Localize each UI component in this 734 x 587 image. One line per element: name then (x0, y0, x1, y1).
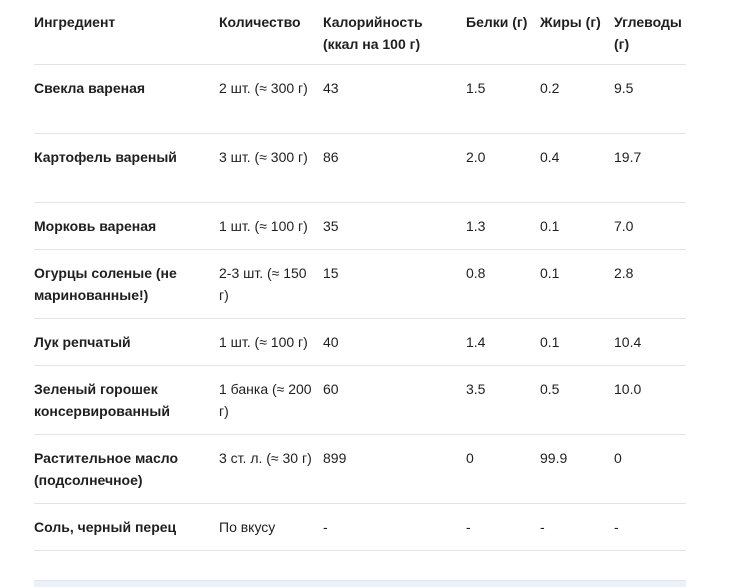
bottom-panel-edge (34, 580, 686, 587)
cell-protein: 0.8 (466, 249, 540, 319)
cell-quantity: 1 банка (≈ 200 г) (219, 365, 323, 435)
table-row: Лук репчатый 1 шт. (≈ 100 г) 40 1.4 0.1 … (34, 318, 686, 366)
cell-ingredient: Лук репчатый (34, 318, 219, 366)
header-calories: Калорийность (ккал на 100 г) (323, 10, 466, 65)
cell-protein: 1.5 (466, 64, 540, 134)
cell-fat: 0.1 (540, 202, 614, 250)
cell-protein: 1.4 (466, 318, 540, 366)
cell-carbs: 9.5 (614, 64, 686, 134)
cell-quantity: 2-3 шт. (≈ 150 г) (219, 249, 323, 319)
table-row: Морковь вареная 1 шт. (≈ 100 г) 35 1.3 0… (34, 202, 686, 250)
cell-fat: 0.1 (540, 318, 614, 366)
cell-carbs: 7.0 (614, 202, 686, 250)
cell-fat: 0.1 (540, 249, 614, 319)
table-row: Картофель вареный 3 шт. (≈ 300 г) 86 2.0… (34, 133, 686, 203)
cell-ingredient: Растительное масло (подсолнечное) (34, 434, 219, 504)
table-row: Зеленый горошек консервированный 1 банка… (34, 365, 686, 435)
cell-quantity: 1 шт. (≈ 100 г) (219, 202, 323, 250)
cell-quantity: По вкусу (219, 503, 323, 551)
cell-carbs: 10.0 (614, 365, 686, 435)
header-carbs: Углеводы (г) (614, 10, 686, 65)
cell-protein: - (466, 503, 540, 551)
nutrition-table-container: Ингредиент Количество Калорийность (ккал… (34, 10, 686, 551)
cell-protein: 2.0 (466, 133, 540, 203)
cell-calories: 35 (323, 202, 466, 250)
cell-carbs: 2.8 (614, 249, 686, 319)
cell-ingredient: Огурцы соленые (не маринованные!) (34, 249, 219, 319)
nutrition-table: Ингредиент Количество Калорийность (ккал… (34, 10, 686, 551)
cell-protein: 3.5 (466, 365, 540, 435)
cell-ingredient: Зеленый горошек консервированный (34, 365, 219, 435)
table-row: Свекла вареная 2 шт. (≈ 300 г) 43 1.5 0.… (34, 64, 686, 134)
table-row: Соль, черный перец По вкусу - - - - (34, 503, 686, 551)
header-quantity: Количество (219, 10, 323, 65)
table-row: Растительное масло (подсолнечное) 3 ст. … (34, 434, 686, 504)
cell-calories: 40 (323, 318, 466, 366)
header-protein: Белки (г) (466, 10, 540, 65)
table-row: Огурцы соленые (не маринованные!) 2-3 шт… (34, 249, 686, 319)
table-header-row: Ингредиент Количество Калорийность (ккал… (34, 10, 686, 65)
cell-calories: 43 (323, 64, 466, 134)
cell-quantity: 3 шт. (≈ 300 г) (219, 133, 323, 203)
cell-ingredient: Картофель вареный (34, 133, 219, 203)
cell-calories: - (323, 503, 466, 551)
cell-ingredient: Свекла вареная (34, 64, 219, 134)
cell-carbs: 0 (614, 434, 686, 504)
cell-carbs: 19.7 (614, 133, 686, 203)
cell-fat: 0.4 (540, 133, 614, 203)
header-fat: Жиры (г) (540, 10, 614, 65)
cell-fat: - (540, 503, 614, 551)
header-ingredient: Ингредиент (34, 10, 219, 65)
cell-ingredient: Морковь вареная (34, 202, 219, 250)
cell-calories: 86 (323, 133, 466, 203)
cell-carbs: 10.4 (614, 318, 686, 366)
cell-ingredient: Соль, черный перец (34, 503, 219, 551)
cell-protein: 1.3 (466, 202, 540, 250)
cell-calories: 15 (323, 249, 466, 319)
cell-calories: 60 (323, 365, 466, 435)
cell-fat: 0.2 (540, 64, 614, 134)
cell-protein: 0 (466, 434, 540, 504)
cell-calories: 899 (323, 434, 466, 504)
cell-quantity: 3 ст. л. (≈ 30 г) (219, 434, 323, 504)
cell-fat: 99.9 (540, 434, 614, 504)
cell-carbs: - (614, 503, 686, 551)
cell-quantity: 2 шт. (≈ 300 г) (219, 64, 323, 134)
cell-fat: 0.5 (540, 365, 614, 435)
cell-quantity: 1 шт. (≈ 100 г) (219, 318, 323, 366)
